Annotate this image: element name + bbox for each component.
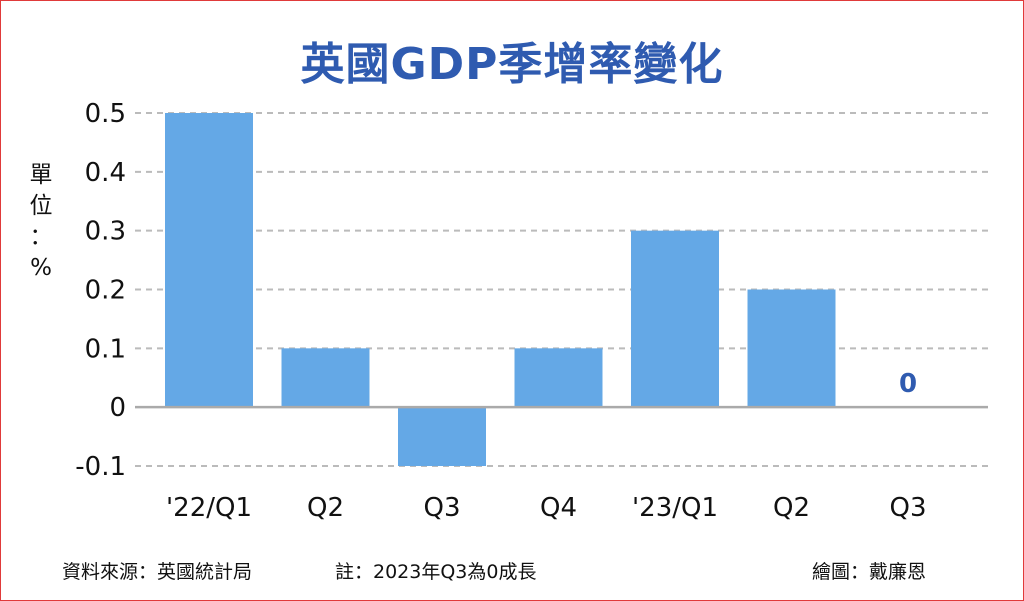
y-tick-label: 0.4 [85,158,126,188]
y-tick-label: 0 [109,393,126,423]
x-tick-label: Q3 [889,493,926,523]
bar [747,289,836,408]
unit-char: % [30,255,52,281]
y-tick-label: 0.2 [85,276,126,306]
y-axis-unit-label: 單 位 ： % [26,160,56,284]
x-tick-label: '23/Q1 [632,493,718,523]
y-tick-label: -0.1 [75,452,126,482]
bar [398,407,486,466]
source-note: 資料來源：英國統計局 [62,561,253,583]
x-tick-label: Q2 [307,493,344,523]
bar [631,230,719,408]
x-tick-label: '22/Q1 [166,493,252,523]
credit-note: 繪圖：戴廉恩 [812,561,927,583]
y-tick-label: 0.3 [85,217,126,247]
bar [514,348,603,408]
unit-char: 位 [29,193,53,219]
x-tick-label: Q2 [773,493,810,523]
unit-char: 單 [29,162,53,188]
y-tick-label: 0.5 [85,99,126,129]
footnote: 註：2023年Q3為0成長 [335,561,537,583]
x-tick-label: Q4 [540,493,577,523]
data-label: 0 [899,369,917,399]
y-tick-label: 0.1 [85,334,126,364]
bar [281,348,370,408]
chart-title: 英國GDP季增率變化 [300,39,724,90]
x-tick-label: Q3 [423,493,460,523]
bar [165,113,253,408]
unit-char: ： [29,224,53,250]
